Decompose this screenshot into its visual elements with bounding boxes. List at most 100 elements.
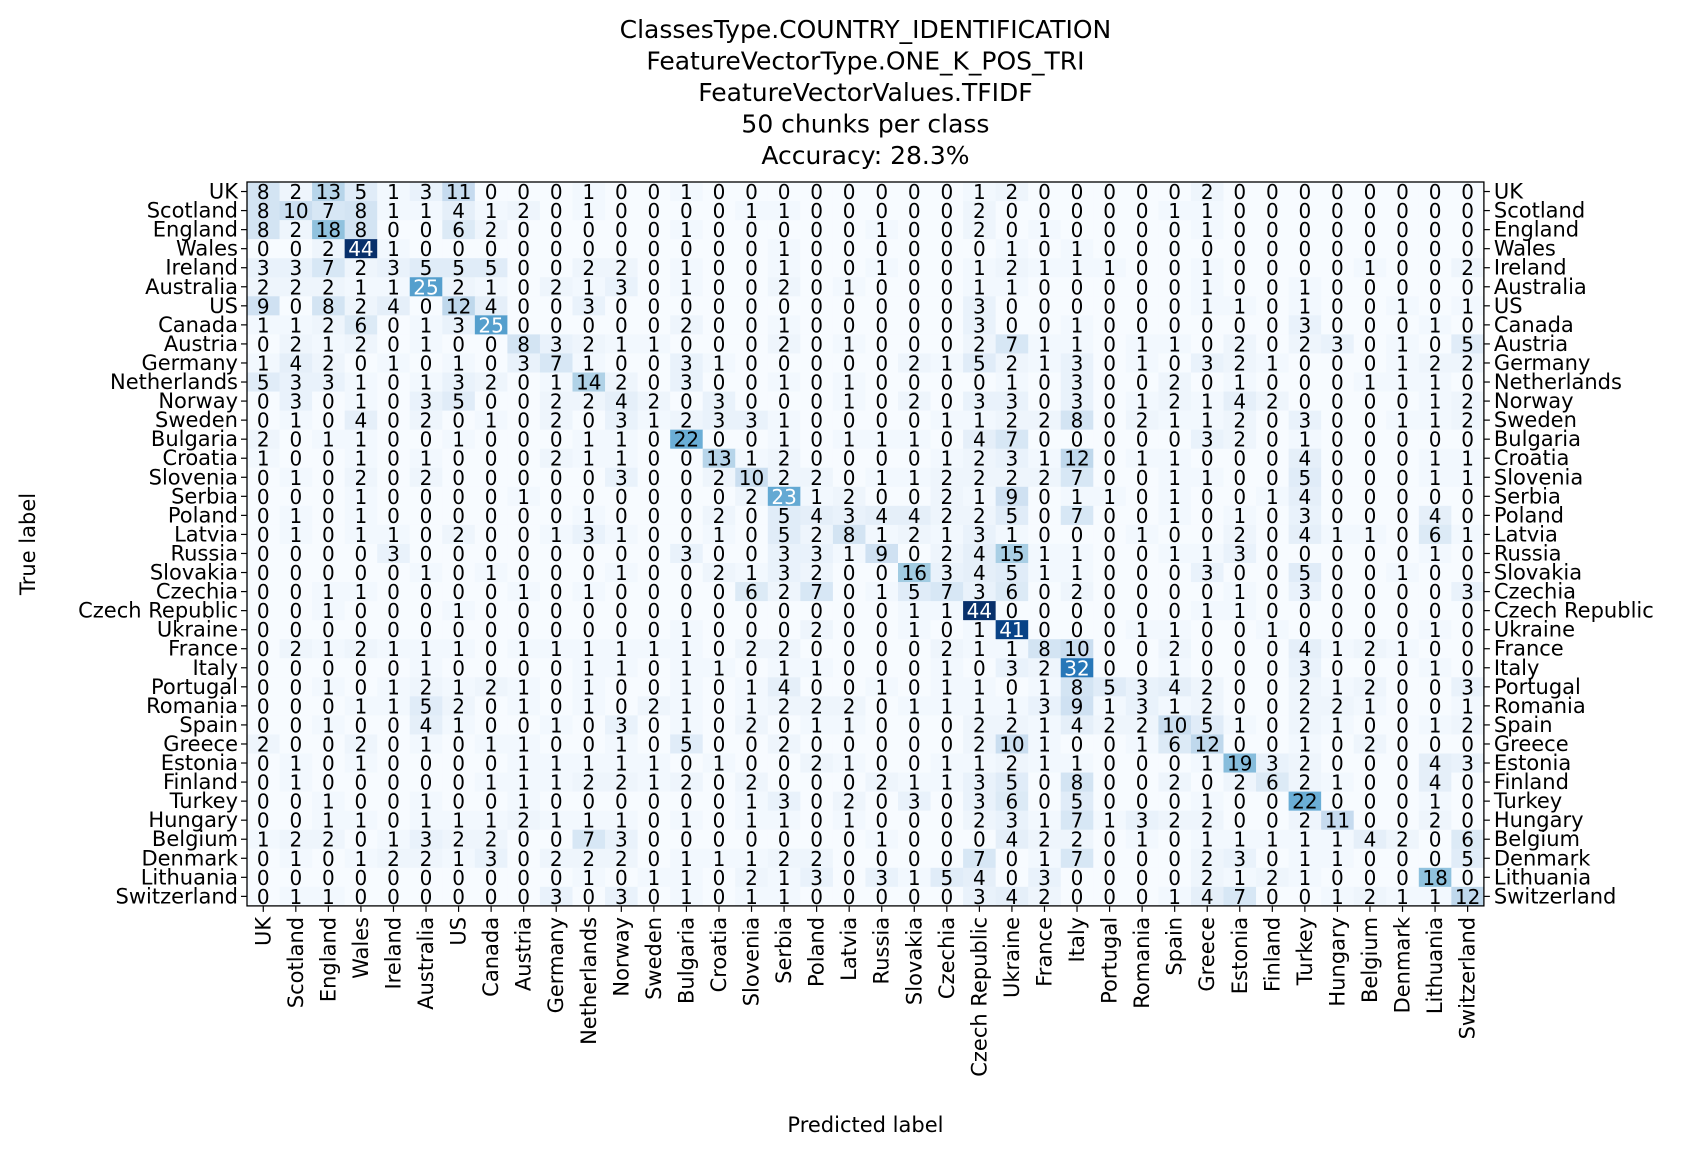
- cell-value-label: 1: [582, 694, 595, 718]
- heatmap-cell: [539, 696, 573, 716]
- heatmap-cell: [865, 696, 899, 716]
- heatmap-cell: [1451, 296, 1485, 316]
- heatmap-cell: [1321, 334, 1355, 354]
- cell-value-label: 0: [713, 675, 726, 699]
- cell-value-label: 1: [1461, 523, 1474, 547]
- heatmap-cell: [637, 201, 671, 221]
- heatmap-cell: [1028, 543, 1062, 564]
- heatmap-cell: [735, 696, 769, 716]
- heatmap-cell: [898, 620, 931, 640]
- cell-value-label: 0: [1364, 790, 1377, 814]
- heatmap-cell: [1386, 620, 1420, 640]
- heatmap-cell: [507, 677, 541, 697]
- heatmap-cell: [930, 543, 964, 564]
- cell-value-label: 8: [1038, 637, 1051, 661]
- cell-value-label: 1: [778, 885, 791, 909]
- heatmap-cell: [377, 582, 411, 602]
- heatmap-cell: [1353, 677, 1387, 697]
- heatmap-cell: [1093, 372, 1127, 392]
- heatmap-cell: [279, 791, 313, 812]
- heatmap-cell: [1418, 848, 1452, 869]
- cell-value-label: 0: [1071, 275, 1084, 299]
- cell-value-label: 1: [615, 732, 628, 756]
- heatmap-cell: [1353, 658, 1387, 678]
- cell-value-label: 0: [1233, 313, 1246, 337]
- heatmap-cell: [832, 620, 866, 640]
- cell-value-label: 0: [1006, 218, 1019, 242]
- cell-value-label: 0: [810, 199, 823, 223]
- heatmap-cell: [1451, 258, 1485, 278]
- cell-value-label: 0: [713, 237, 726, 261]
- cell-value-label: 2: [289, 180, 302, 204]
- heatmap-cell: [474, 867, 508, 888]
- cell-value-label: 1: [680, 847, 693, 871]
- cell-value-label: 1: [1429, 656, 1442, 680]
- heatmap-cell: [963, 715, 997, 735]
- heatmap-cell: [1190, 582, 1224, 602]
- heatmap-cell: [735, 753, 769, 773]
- cell-value-label: 3: [1006, 447, 1019, 471]
- cell-value-label: 0: [517, 866, 530, 890]
- heatmap-cell: [1060, 829, 1094, 850]
- x-axis-label: Predicted label: [787, 1113, 943, 1137]
- cell-value-label: 0: [355, 656, 368, 680]
- heatmap-cell: [1190, 867, 1224, 888]
- x-tick-label: Wales: [349, 917, 373, 979]
- cell-value-label: 0: [355, 771, 368, 795]
- cell-value-label: 0: [875, 885, 888, 909]
- heatmap-cell: [963, 601, 997, 621]
- heatmap-cell: [865, 829, 899, 850]
- heatmap-cell: [1060, 182, 1094, 202]
- cell-value-label: 8: [322, 294, 335, 318]
- cell-value-label: 3: [387, 256, 400, 280]
- heatmap-cell: [247, 867, 280, 888]
- heatmap-cell: [1321, 658, 1355, 678]
- cell-value-label: 0: [940, 237, 953, 261]
- heatmap-cell: [344, 182, 378, 202]
- cell-value-label: 3: [973, 390, 986, 414]
- cell-value-label: 0: [452, 885, 465, 909]
- heatmap-cell: [377, 810, 411, 831]
- cell-value-label: 0: [1266, 713, 1279, 737]
- cell-value-label: 1: [420, 371, 433, 395]
- cell-value-label: 2: [420, 409, 433, 433]
- heatmap-cell: [1353, 715, 1387, 735]
- heatmap-cell: [1451, 315, 1485, 335]
- cell-value-label: 0: [908, 199, 921, 223]
- heatmap-cell: [344, 277, 378, 297]
- heatmap-cell: [930, 220, 964, 240]
- heatmap-cell: [279, 639, 313, 659]
- heatmap-cell: [1060, 848, 1094, 869]
- cell-value-label: 0: [387, 790, 400, 814]
- cell-value-label: 0: [1233, 618, 1246, 642]
- cell-value-label: 0: [908, 256, 921, 280]
- heatmap-cell: [377, 524, 411, 545]
- cell-value-label: 1: [387, 523, 400, 547]
- heatmap-cell: [1060, 677, 1094, 697]
- heatmap-cell: [1093, 182, 1127, 202]
- heatmap-cell: [279, 524, 313, 545]
- heatmap-cell: [344, 334, 378, 354]
- heatmap-cell: [312, 410, 346, 431]
- y-tick-label: Slovakia: [150, 561, 238, 585]
- cell-value-label: 0: [1266, 218, 1279, 242]
- cell-value-label: 1: [973, 485, 986, 509]
- cell-value-label: 2: [1038, 885, 1051, 909]
- heatmap-cell: [1386, 753, 1420, 773]
- cell-value-label: 0: [648, 523, 661, 547]
- heatmap-cell: [539, 448, 573, 469]
- heatmap-cell: [995, 867, 1029, 888]
- cell-value-label: 1: [908, 771, 921, 795]
- cell-value-label: 2: [1233, 523, 1246, 547]
- cell-value-label: 0: [550, 694, 563, 718]
- heatmap-cell: [247, 334, 280, 354]
- heatmap-cell: [800, 334, 834, 354]
- cell-value-label: 0: [387, 771, 400, 795]
- heatmap-cell: [572, 696, 606, 716]
- heatmap-cell: [539, 601, 573, 621]
- heatmap-cell: [930, 296, 964, 316]
- heatmap-cell: [474, 886, 508, 907]
- cell-value-label: 1: [420, 732, 433, 756]
- heatmap-cell: [995, 486, 1029, 507]
- cell-value-label: 0: [713, 580, 726, 604]
